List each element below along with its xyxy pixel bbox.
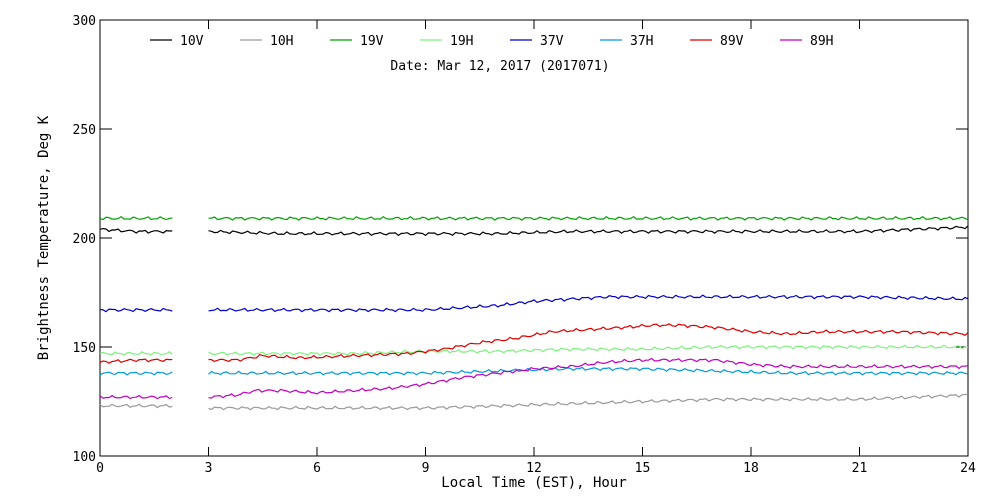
series-line-37h: [99, 371, 173, 376]
legend-label-37h: 37H: [630, 34, 653, 49]
legend-label-37v: 37V: [540, 34, 564, 49]
y-tick-label: 150: [73, 341, 96, 356]
x-tick-label: 15: [635, 461, 651, 476]
y-tick-label: 250: [73, 123, 96, 138]
plot-frame: [99, 19, 969, 457]
x-tick-label: 18: [743, 461, 759, 476]
series-line-37v: [208, 294, 969, 313]
series-line-10v: [208, 225, 969, 237]
chart-subtitle: Date: Mar 12, 2017 (2017071): [390, 59, 609, 74]
legend-label-19v: 19V: [360, 34, 384, 49]
series-line-19v: [208, 215, 969, 221]
series-line-19h: [208, 344, 969, 356]
series-lines: [99, 215, 969, 411]
series-line-37h: [208, 366, 969, 376]
y-tick-label: 200: [73, 232, 96, 247]
series-line-89v: [99, 358, 173, 364]
x-tick-label: 0: [96, 461, 104, 476]
series-line-37v: [99, 307, 173, 313]
series-line-89v: [208, 323, 969, 363]
series-line-10h: [208, 393, 969, 411]
series-line-19h: [99, 351, 173, 356]
legend-label-10v: 10V: [180, 34, 204, 49]
legend: 10V 10H 19V 19H 37V 37H 89V 89H: [150, 34, 833, 49]
legend-label-89v: 89V: [720, 34, 744, 49]
x-tick-label: 12: [526, 461, 542, 476]
x-tick-label: 21: [852, 461, 868, 476]
x-tick-label: 3: [205, 461, 213, 476]
series-line-19v: [99, 215, 173, 221]
y-axis-label: Brightness Temperature, Deg K: [36, 115, 52, 360]
x-tick-label: 9: [422, 461, 430, 476]
legend-label-10h: 10H: [270, 34, 293, 49]
y-tick-label: 100: [73, 450, 96, 465]
y-tick-label: 300: [73, 14, 96, 29]
series-line-10v: [99, 227, 173, 234]
series-line-89h: [208, 357, 969, 399]
x-tick-label: 6: [313, 461, 321, 476]
axis-ticks: 0 3 6 9 12 15 18 21 24 100 150 200 250 300: [73, 14, 976, 476]
legend-label-19h: 19H: [450, 34, 473, 49]
series-line-89h: [99, 394, 173, 400]
x-axis-label: Local Time (EST), Hour: [441, 475, 626, 491]
x-tick-label: 24: [960, 461, 976, 476]
series-line-10h: [99, 403, 173, 409]
legend-label-89h: 89H: [810, 34, 833, 49]
